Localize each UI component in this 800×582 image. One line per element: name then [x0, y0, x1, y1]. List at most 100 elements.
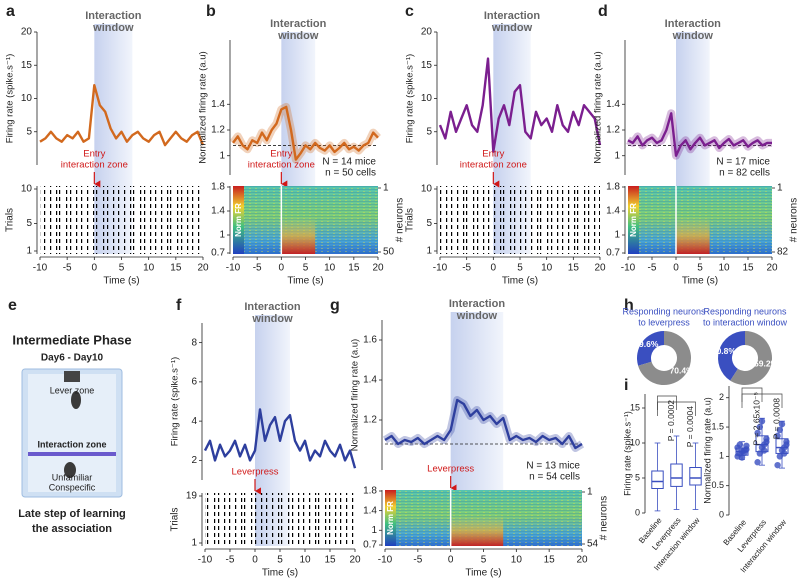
- point: [778, 420, 786, 428]
- point: [754, 429, 761, 437]
- conspecific: [64, 462, 76, 478]
- y-axis-label: Firing rate (spike.s⁻¹): [5, 54, 16, 143]
- point: [756, 423, 763, 431]
- y-axis-label: Normalized firing rate (a.u): [593, 51, 604, 163]
- x-tick-label: 15: [544, 555, 556, 566]
- y-axis-label: Normalized firing rate (a.u): [350, 339, 361, 451]
- y-tick-label: 20: [421, 27, 433, 38]
- panel-label: h: [624, 297, 634, 314]
- point: [761, 447, 768, 454]
- p-value: P = 0.0008: [771, 398, 781, 439]
- event-label: interaction zone: [460, 160, 527, 171]
- x-axis-label: Time (s): [502, 276, 538, 287]
- pie-title: to interaction window: [703, 317, 788, 327]
- panel-label: i: [624, 377, 628, 394]
- event-label: Leverpress: [232, 467, 279, 478]
- colorbar-tick-label: 1: [614, 230, 620, 241]
- note: N = 17 mice: [716, 157, 770, 168]
- trial-tick-label: 10: [421, 184, 433, 195]
- window-label: window: [92, 22, 134, 34]
- y-tick-label: 10: [421, 93, 433, 104]
- pie-slice: [730, 331, 773, 385]
- colorbar-tick-label: 0.7: [211, 248, 225, 259]
- window-label: Interaction: [665, 18, 722, 30]
- colorbar-label: Norm FR: [629, 203, 638, 237]
- x-tick-label: 20: [372, 263, 384, 274]
- x-tick-label: 0: [92, 263, 98, 274]
- y-tick-label: 10: [630, 437, 640, 447]
- x-tick-label: 5: [481, 555, 487, 566]
- event-label: interaction zone: [61, 160, 128, 171]
- neuron-label: # neurons: [789, 198, 800, 242]
- event-label: Leverpress: [427, 464, 474, 475]
- y-tick-label: 2: [719, 392, 724, 402]
- note: n = 82 cells: [719, 168, 770, 179]
- note: n = 50 cells: [325, 168, 376, 179]
- x-tick-label: 0: [491, 263, 497, 274]
- window-label: Interaction: [244, 301, 301, 313]
- x-tick-label: 20: [594, 263, 606, 274]
- window-label: Interaction: [449, 298, 506, 310]
- raster-label: Trials: [405, 208, 416, 232]
- x-tick-label: 20: [576, 555, 588, 566]
- point: [754, 459, 761, 466]
- colorbar-label: Norm FR: [386, 501, 395, 535]
- y-tick-label: 1.2: [211, 125, 225, 136]
- panel-label: g: [330, 297, 340, 314]
- panel-label: b: [206, 3, 216, 20]
- y-tick-label: 2: [191, 455, 197, 466]
- x-tick-label: 10: [511, 555, 523, 566]
- x-tick-label: 5: [697, 263, 703, 274]
- pie-slice: [638, 331, 691, 386]
- x-tick-label: 15: [348, 263, 360, 274]
- colorbar: [233, 186, 244, 254]
- conspecific-label: Conspecific: [49, 482, 96, 492]
- point: [776, 426, 783, 434]
- x-tick-label: -5: [226, 555, 235, 566]
- neuron-tick-label: 1: [383, 183, 389, 194]
- y-tick-label: 8: [191, 337, 197, 348]
- y-axis-label: Firing rate (spike.s⁻¹): [405, 54, 416, 143]
- box: [689, 467, 702, 486]
- x-tick-label: -10: [433, 263, 448, 274]
- y-axis-label: Normalized firing rate (a.u): [198, 51, 209, 163]
- raster-label: Trials: [5, 208, 16, 232]
- heatmap-hot: [450, 515, 504, 546]
- y-tick-label: 15: [21, 60, 33, 71]
- line: [39, 84, 205, 147]
- y-tick-label: 15: [630, 402, 640, 412]
- pie-title: Responding neurons: [703, 306, 787, 316]
- trial-tick-label: 5: [426, 218, 432, 229]
- window-label: Interaction: [484, 10, 541, 22]
- window-label: Interaction: [270, 18, 327, 30]
- panel-label: a: [6, 3, 15, 20]
- x-tick-label: 15: [568, 263, 580, 274]
- point: [781, 450, 788, 457]
- x-axis-label: Time (s): [103, 276, 139, 287]
- y-tick-label: 4: [191, 416, 197, 427]
- p-value: P = 0.0002: [666, 400, 676, 441]
- y-tick-label: 5: [426, 126, 432, 137]
- colorbar-tick-label: 1.8: [363, 486, 377, 497]
- x-tick-label: 5: [277, 555, 283, 566]
- pie-title: to leverpress: [638, 317, 690, 327]
- x-tick-label: 5: [517, 263, 523, 274]
- neuron-tick-label: 1: [587, 487, 593, 498]
- x-tick-label: 20: [349, 555, 361, 566]
- event-label: interaction zone: [248, 160, 315, 171]
- y-tick-label: 1.4: [363, 375, 377, 386]
- event-label: Entry: [482, 149, 504, 160]
- colorbar-tick-label: 0.7: [363, 540, 377, 551]
- x-tick-label: 20: [197, 263, 209, 274]
- point: [774, 461, 781, 469]
- neuron-tick-label: 1: [777, 183, 783, 194]
- y-tick-label: 0: [635, 507, 640, 517]
- x-axis-label: Time (s): [262, 568, 298, 579]
- y-tick-label: 0.5: [711, 480, 724, 490]
- trial-tick-label: 10: [21, 184, 33, 195]
- x-tick-label: -5: [462, 263, 471, 274]
- trial-tick-label: 1: [426, 246, 432, 257]
- colorbar-tick-label: 0.7: [606, 248, 620, 259]
- y-tick-label: 1: [719, 451, 724, 461]
